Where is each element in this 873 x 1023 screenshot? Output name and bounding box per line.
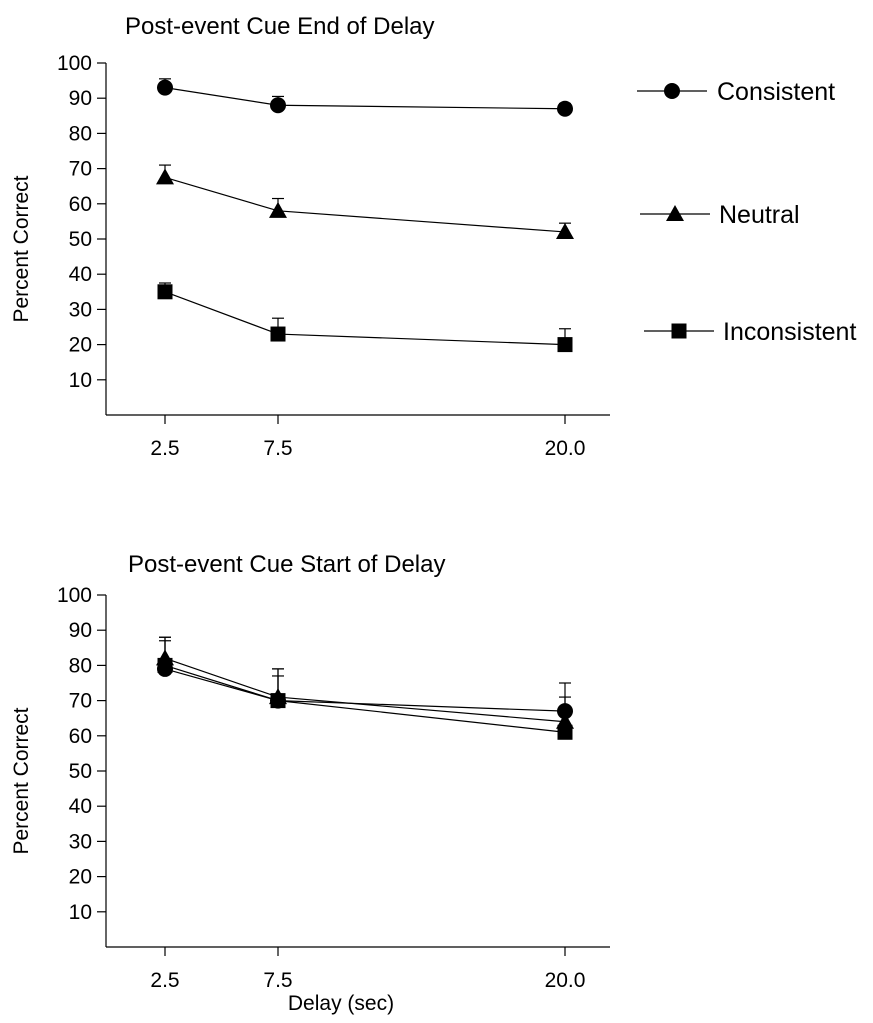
y-tick-label: 100 — [57, 52, 92, 75]
series-line — [164, 657, 566, 723]
chart-title: Post-event Cue End of Delay — [125, 13, 435, 40]
data-point — [156, 168, 174, 185]
data-point — [157, 284, 173, 300]
x-tick-label: 20.0 — [545, 969, 586, 992]
series-consistent — [157, 78, 573, 117]
y-tick-label: 60 — [69, 193, 92, 216]
y-tick-label: 50 — [69, 760, 92, 783]
data-point — [557, 337, 573, 353]
x-tick-label: 2.5 — [150, 969, 179, 992]
legend-label: Inconsistent — [723, 318, 856, 346]
y-tick-label: 10 — [69, 369, 92, 392]
y-tick-label: 30 — [69, 830, 92, 853]
legend-marker — [666, 205, 684, 221]
y-tick-label: 70 — [69, 158, 92, 181]
data-point — [557, 100, 573, 117]
y-tick-label: 80 — [69, 654, 92, 677]
data-point — [270, 693, 286, 709]
x-tick-label: 7.5 — [263, 437, 292, 460]
y-tick-label: 40 — [69, 795, 92, 818]
series-inconsistent — [157, 636, 573, 740]
data-point — [270, 326, 286, 342]
x-tick-label: 7.5 — [263, 969, 292, 992]
legend-item-consistent: Consistent — [637, 78, 835, 106]
series-neutral — [156, 164, 574, 239]
legend-item-inconsistent: Inconsistent — [644, 318, 856, 346]
chart-title: Post-event Cue Start of Delay — [128, 551, 445, 578]
y-tick-label: 40 — [69, 263, 92, 286]
data-point — [269, 201, 287, 218]
x-axis-label: Delay (sec) — [288, 992, 394, 1015]
x-tick-label: 2.5 — [150, 437, 179, 460]
data-point — [270, 97, 286, 114]
series-inconsistent — [157, 282, 573, 353]
y-tick-label: 20 — [69, 866, 92, 889]
y-tick-label: 50 — [69, 228, 92, 251]
series-consistent — [157, 640, 573, 720]
series-line — [164, 176, 566, 233]
legend-label: Neutral — [719, 201, 800, 229]
legend-marker — [671, 323, 687, 339]
chart-panel-1: Post-event Cue End of Delay 10 20 30 40 50 60 7… — [10, 13, 856, 460]
legend-marker — [664, 83, 680, 99]
series-line — [164, 87, 566, 110]
y-tick-label: 10 — [69, 901, 92, 924]
y-tick-label: 30 — [69, 298, 92, 321]
y-tick-label: 70 — [69, 690, 92, 713]
series-line — [164, 664, 566, 733]
legend-item-neutral: Neutral — [640, 201, 800, 229]
y-tick-label: 100 — [57, 584, 92, 607]
y-axis-label: Percent Correct — [10, 707, 33, 854]
series-line — [164, 291, 566, 346]
data-point — [157, 79, 173, 96]
y-axis-label: Percent Correct — [10, 175, 33, 322]
x-tick-label: 20.0 — [545, 437, 586, 460]
data-point — [557, 724, 573, 740]
chart-panel-2: Post-event Cue Start of Delay 10 20 30 40 50 6… — [10, 551, 610, 1015]
y-tick-label: 90 — [69, 619, 92, 642]
data-point — [157, 657, 173, 673]
y-tick-label: 90 — [69, 87, 92, 110]
legend-label: Consistent — [717, 78, 835, 106]
y-tick-label: 80 — [69, 122, 92, 145]
y-tick-label: 60 — [69, 725, 92, 748]
y-tick-label: 20 — [69, 334, 92, 357]
data-point — [556, 222, 574, 239]
series-neutral — [156, 636, 574, 729]
